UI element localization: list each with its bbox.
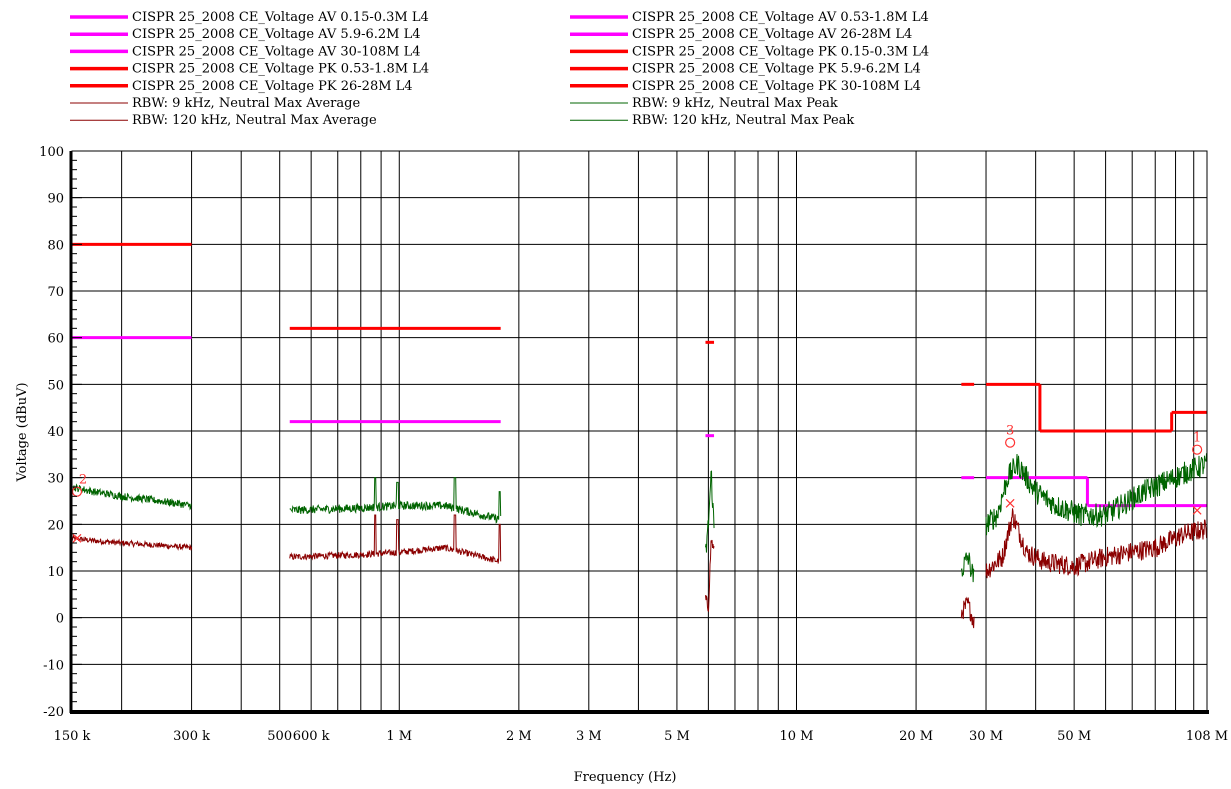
trace-avg [704,539,715,613]
legend-label: CISPR 25_2008 CE_Voltage AV 0.53-1.8M L4 [632,10,929,25]
x-tick-label: 30 M [969,729,1003,744]
y-tick-label: 40 [47,425,64,440]
marker-cross [1005,498,1015,508]
y-tick-label: 100 [39,145,64,160]
marker-circle [1005,437,1016,448]
marker-label: 1 [1193,431,1201,446]
measurement-traces [71,453,1208,629]
x-tick-label: 3 M [576,729,602,744]
trace-peak [704,470,715,553]
legend-label: CISPR 25_2008 CE_Voltage PK 26-28M L4 [132,79,413,94]
y-tick-label: 80 [47,238,64,253]
x-tick-label: 600 k [293,729,330,744]
axes: -20 -10 0 10 20 30 40 50 60 70 80 90 100 150 k 300 k 50… [39,145,1228,744]
marker-cross [72,533,82,543]
y-tick-label: -10 [43,658,64,673]
x-tick-label: 150 k [54,729,91,744]
y-tick-label: 0 [56,612,64,627]
legend-label: CISPR 25_2008 CE_Voltage PK 0.15-0.3M L4 [632,44,929,59]
legend-label: CISPR 25_2008 CE_Voltage AV 5.9-6.2M L4 [132,27,421,42]
y-tick-label: 90 [47,192,64,207]
y-tick-label: 60 [47,332,64,347]
limit-lines [72,242,1207,508]
legend-label: CISPR 25_2008 CE_Voltage PK 30-108M L4 [632,79,921,94]
x-tick-label: 5 M [664,729,690,744]
y-tick-label: 70 [47,285,64,300]
legend: CISPR 25_2008 CE_Voltage AV 0.15-0.3M L4… [70,10,929,128]
x-tick-label: 300 k [173,729,210,744]
y-tick-label: 20 [47,518,64,533]
marker-circle [1192,444,1203,455]
trace-peak [985,453,1208,536]
y-tick-label: 30 [47,472,64,487]
y-tick-label: 50 [47,378,64,393]
trace-avg [985,508,1208,579]
marker-label: 2 [79,473,87,488]
legend-label: CISPR 25_2008 CE_Voltage PK 5.9-6.2M L4 [632,62,921,77]
trace-avg [289,514,502,564]
legend-label: CISPR 25_2008 CE_Voltage AV 0.15-0.3M L4 [132,10,429,25]
x-tick-label: 108 M [1186,729,1228,744]
y-tick-label: 10 [47,565,64,580]
marker-label: 3 [1006,424,1014,439]
legend-label: RBW: 120 kHz, Neutral Max Peak [632,113,854,128]
trace-avg [960,596,975,629]
marker-circle [71,486,83,497]
legend-label: CISPR 25_2008 CE_Voltage AV 30-108M L4 [132,44,421,59]
trace-peak [72,483,192,511]
legend-label: CISPR 25_2008 CE_Voltage PK 0.53-1.8M L4 [132,62,429,77]
x-tick-label: 50 M [1057,729,1091,744]
grid [72,150,1207,712]
marker-cross [1192,505,1202,515]
y-axis-title: Voltage (dBuV) [15,382,30,482]
legend-label: CISPR 25_2008 CE_Voltage AV 26-28M L4 [632,27,912,42]
legend-label: RBW: 9 kHz, Neutral Max Average [132,96,360,111]
trace-peak [289,477,502,524]
x-tick-label: 1 M [386,729,412,744]
trace-avg [71,533,193,551]
trace-peak [960,552,975,583]
legend-label: RBW: 9 kHz, Neutral Max Peak [632,96,838,111]
x-tick-label: 10 M [779,729,813,744]
x-tick-label: 20 M [899,729,933,744]
x-axis-title: Frequency (Hz) [574,770,677,785]
x-tick-label: 2 M [506,729,532,744]
x-tick-label: 500 [267,729,292,744]
legend-label: RBW: 120 kHz, Neutral Max Average [132,113,377,128]
y-tick-label: -20 [43,705,64,720]
